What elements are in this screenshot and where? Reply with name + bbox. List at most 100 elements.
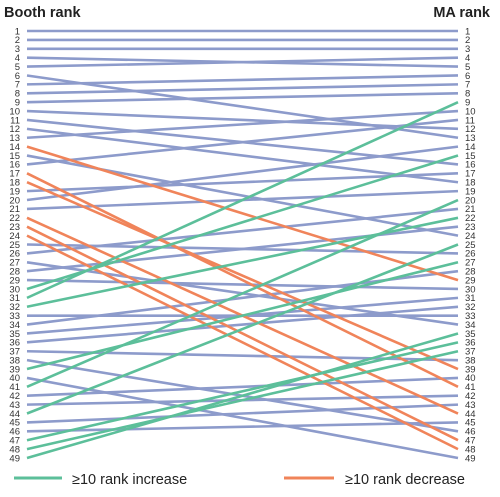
rank-line-neutral xyxy=(26,83,459,95)
rank-line-neutral xyxy=(26,109,459,140)
left-tick-label: 49 xyxy=(9,453,20,464)
left-tick-label: 42 xyxy=(9,391,20,402)
rank-line-neutral xyxy=(26,91,459,104)
left-tick-label: 47 xyxy=(9,436,20,447)
rank-line-decrease xyxy=(26,225,459,442)
rank-line-neutral xyxy=(26,403,459,424)
left-tick-label: 41 xyxy=(9,382,20,393)
right-tick-label: 21 xyxy=(465,204,476,215)
right-tick-label: 5 xyxy=(465,62,470,73)
left-tick-label: 38 xyxy=(9,355,20,366)
left-tick-label: 35 xyxy=(9,329,20,340)
right-tick-label: 27 xyxy=(465,258,476,269)
right-tick-label: 13 xyxy=(465,133,476,144)
rank-line-neutral xyxy=(26,421,459,433)
right-tick-label: 37 xyxy=(465,347,476,358)
left-tick-label: 46 xyxy=(9,427,20,438)
right-tick-label: 45 xyxy=(465,418,476,429)
right-tick-label: 6 xyxy=(465,71,470,82)
right-tick-label: 35 xyxy=(465,329,476,340)
left-tick-label: 32 xyxy=(9,302,20,313)
rank-line-increase xyxy=(26,154,459,291)
right-tick-label: 31 xyxy=(465,293,476,304)
right-tick-label: 1 xyxy=(465,26,470,37)
left-tick-label: 27 xyxy=(9,258,20,269)
rank-line-neutral xyxy=(26,207,459,255)
right-tick-label: 7 xyxy=(465,80,470,91)
right-tick-label: 9 xyxy=(465,97,470,108)
left-tick-label: 36 xyxy=(9,338,20,349)
rank-line-increase xyxy=(26,341,459,442)
rank-line-decrease xyxy=(26,234,459,451)
left-tick-label: 39 xyxy=(9,364,20,375)
right-axis-title: MA rank xyxy=(433,5,491,21)
legend-label-decrease: ≥10 rank decrease xyxy=(345,472,465,488)
left-tick-label: 3 xyxy=(15,44,20,55)
right-tick-label: 3 xyxy=(465,44,470,55)
left-tick-label: 19 xyxy=(9,186,20,197)
left-tick-label: 8 xyxy=(15,89,20,100)
right-tick-label: 47 xyxy=(465,436,476,447)
right-tick-label: 40 xyxy=(465,373,476,384)
right-tick-label: 29 xyxy=(465,275,476,286)
rank-line-increase xyxy=(26,349,459,451)
right-tick-label: 20 xyxy=(465,195,476,206)
left-tick-label: 13 xyxy=(9,133,20,144)
rank-line-increase xyxy=(26,243,459,415)
right-tick-label: 39 xyxy=(465,364,476,375)
right-tick-label: 44 xyxy=(465,409,476,420)
right-tick-label: 12 xyxy=(465,124,476,135)
right-tick-label: 10 xyxy=(465,106,476,117)
left-tick-label: 17 xyxy=(9,169,20,180)
right-tick-label: 43 xyxy=(465,400,476,411)
rank-line-neutral xyxy=(26,109,459,131)
left-tick-label: 30 xyxy=(9,284,20,295)
right-tick-label: 18 xyxy=(465,178,476,189)
left-tick-label: 18 xyxy=(9,178,20,189)
left-tick-label: 10 xyxy=(9,106,20,117)
left-tick-label: 6 xyxy=(15,71,20,82)
legend: ≥10 rank increase ≥10 rank decrease xyxy=(14,472,465,488)
right-tick-label: 19 xyxy=(465,186,476,197)
rank-line-neutral xyxy=(26,225,459,273)
left-tick-label: 7 xyxy=(15,80,20,91)
rank-line-neutral xyxy=(26,118,459,166)
left-tick-label: 45 xyxy=(9,418,20,429)
left-tick-label: 16 xyxy=(9,160,20,171)
left-tick-label: 48 xyxy=(9,444,20,455)
rank-line-decrease xyxy=(26,172,459,388)
right-tick-label: 4 xyxy=(465,53,470,64)
left-tick-label: 4 xyxy=(15,53,20,64)
right-tick-label: 16 xyxy=(465,160,476,171)
left-tick-label: 43 xyxy=(9,400,20,411)
left-tick-label: 5 xyxy=(15,62,20,73)
left-tick-label: 9 xyxy=(15,97,20,108)
rank-line-increase xyxy=(26,100,459,300)
left-tick-label: 29 xyxy=(9,275,20,286)
right-tick-label: 11 xyxy=(465,115,475,126)
right-tick-label: 34 xyxy=(465,320,476,331)
right-tick-label: 46 xyxy=(465,427,476,438)
left-tick-label: 40 xyxy=(9,373,20,384)
right-tick-label: 22 xyxy=(465,213,476,224)
rank-line-neutral xyxy=(26,278,459,291)
rank-line-increase xyxy=(26,216,459,309)
left-tick-label: 34 xyxy=(9,320,20,331)
left-tick-label: 15 xyxy=(9,151,20,162)
right-tick-labels: 1234567891011121314151617181920212223242… xyxy=(465,26,476,464)
left-tick-label: 28 xyxy=(9,266,20,277)
right-tick-label: 24 xyxy=(465,231,476,242)
rank-line-neutral xyxy=(26,145,459,202)
right-tick-label: 32 xyxy=(465,302,476,313)
rank-line-decrease xyxy=(26,145,459,282)
rank-line-increase xyxy=(26,261,459,371)
left-tick-label: 25 xyxy=(9,240,20,251)
right-tick-label: 2 xyxy=(465,35,470,46)
left-tick-label: 33 xyxy=(9,311,20,322)
right-tick-label: 30 xyxy=(465,284,476,295)
right-tick-label: 36 xyxy=(465,338,476,349)
rank-line-neutral xyxy=(26,305,459,344)
right-tick-label: 49 xyxy=(465,453,476,464)
rank-line-neutral xyxy=(26,127,459,184)
